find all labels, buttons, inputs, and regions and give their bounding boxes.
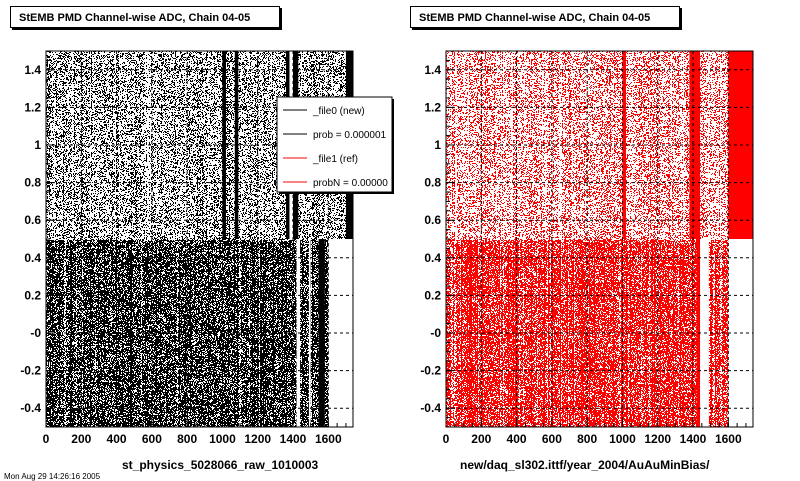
x-tick-label: 1000 [609,432,636,446]
x-tick-label: 1200 [644,432,671,446]
dense-band [622,51,626,239]
y-tick-label: 0.8 [24,176,41,190]
x-tick-label: 1600 [315,432,342,446]
legend-entry-label: _file1 (ref) [312,154,358,165]
legend-box [276,96,393,193]
x-tick-label: 1400 [280,432,307,446]
legend-entry-label: prob = 0.000001 [313,130,387,141]
y-tick-label: 1.2 [24,100,41,114]
dense-band [318,239,325,427]
y-tick-label: 0.4 [24,251,41,265]
x-tick-label: 0 [443,432,450,446]
y-tick-label: -0.4 [20,401,41,415]
x-tick-label: 1600 [715,432,742,446]
y-tick-label: -0 [430,326,441,340]
y-tick-label: 1.4 [24,63,41,77]
y-tick-label: 0.6 [424,213,441,227]
y-tick-label: -0 [30,326,41,340]
x-tick-label: 200 [471,432,491,446]
y-tick-label: -0.2 [420,364,441,378]
x-axis-label-left: st_physics_5028066_raw_1010003 [122,458,319,472]
grid-lines [45,51,353,427]
chart-title-right: StEMB PMD Channel-wise ADC, Chain 04-05 [410,6,680,28]
x-tick-label: 800 [177,432,197,446]
dense-band [234,51,239,239]
legend-entry-label: probN = 0.00000 [313,178,388,189]
x-tick-label: 1000 [209,432,236,446]
x-tick-label: 1400 [680,432,707,446]
footer-timestamp: Mon Aug 29 14:26:16 2005 [4,472,101,481]
x-tick-label: 800 [577,432,597,446]
chart-panel-right: 0 200 400 600 800 1000 1200 1400 1600 -0.4 -0.2 -0 0… [420,50,754,446]
y-tick-label: 1.2 [424,100,441,114]
y-tick-label: -0.4 [420,401,441,415]
y-tick-label: 0.4 [424,251,441,265]
x-tick-label: 0 [43,432,50,446]
y-tick-label: 1.4 [424,63,441,77]
x-tick-label: 1200 [244,432,271,446]
x-tick-label: 400 [507,432,527,446]
empty-band [308,239,311,427]
x-tick-label: 200 [71,432,91,446]
y-tick-label: 0.8 [424,176,441,190]
legend: _file0 (new) prob = 0.000001 _file1 (ref) p… [276,96,394,194]
chart-panel-left: 0 200 400 600 800 1000 1200 1400 1600 -0.4 -0.2 -0 0… [20,50,394,446]
x-tick-label: 400 [107,432,127,446]
x-tick-label: 600 [142,432,162,446]
y-tick-label: 1 [434,138,441,152]
x-axis-label-right: new/daq_sl302.ittf/year_2004/AuAuMinBias… [460,458,710,472]
y-tick-label: 1 [34,138,41,152]
y-tick-label: 0.2 [424,288,441,302]
dense-band [222,51,226,239]
chart-title-left: StEMB PMD Channel-wise ADC, Chain 04-05 [10,6,280,28]
y-tick-label: 0.2 [24,288,41,302]
x-tick-label: 600 [542,432,562,446]
y-tick-label: -0.2 [20,364,41,378]
legend-entry-label: _file0 (new) [312,106,365,117]
y-tick-label: 0.6 [24,213,41,227]
